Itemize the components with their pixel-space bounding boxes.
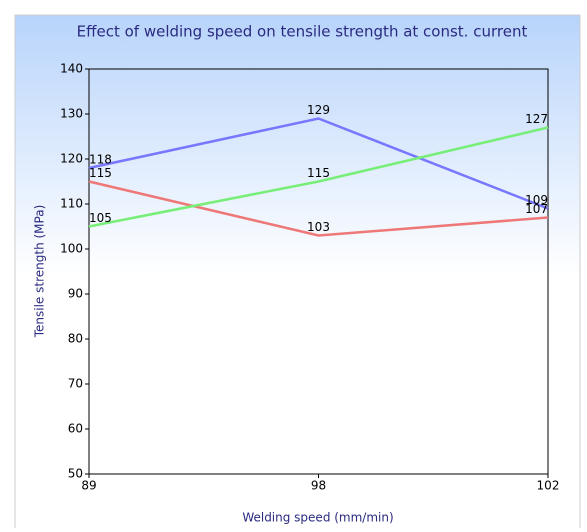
- series-line: [88, 117, 549, 210]
- y-tick-label: 100: [60, 242, 83, 256]
- x-tick-label: 98: [311, 479, 326, 493]
- data-label: 127: [525, 112, 548, 126]
- series-line: [88, 126, 549, 228]
- y-axis-label: Tensile strength (MPa): [33, 205, 47, 339]
- y-tick-label: 60: [68, 422, 83, 436]
- data-label: 115: [307, 166, 330, 180]
- y-tick-label: 140: [60, 62, 83, 76]
- y-tick-label: 90: [68, 287, 83, 301]
- series-line: [88, 180, 549, 237]
- data-label: 129: [307, 103, 330, 117]
- y-tick-label: 80: [68, 332, 83, 346]
- background: [14, 14, 581, 532]
- data-label: 118: [89, 153, 112, 167]
- data-label: 105: [89, 211, 112, 225]
- x-tick-label: 89: [81, 479, 96, 493]
- data-label: 107: [525, 202, 548, 216]
- data-label: 109: [525, 193, 548, 207]
- x-tick-label: 102: [537, 479, 560, 493]
- data-label: 103: [307, 220, 330, 234]
- chart-title: Effect of welding speed on tensile stren…: [77, 23, 528, 41]
- data-label: 115: [89, 166, 112, 180]
- y-tick-label: 50: [68, 467, 83, 481]
- y-tick-label: 110: [60, 197, 83, 211]
- y-tick-label: 70: [68, 377, 83, 391]
- x-axis-label: Welding speed (mm/min): [242, 511, 393, 525]
- y-tick-label: 130: [60, 107, 83, 121]
- y-tick-label: 120: [60, 152, 83, 166]
